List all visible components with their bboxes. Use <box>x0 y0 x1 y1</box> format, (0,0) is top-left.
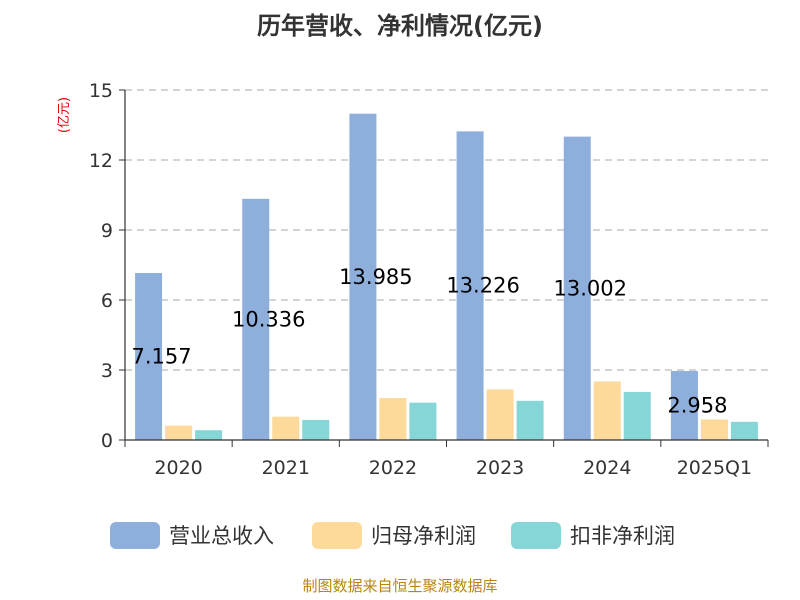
y-tick-label: 15 <box>89 80 113 102</box>
bar-revenue <box>563 136 591 440</box>
x-tick-label: 2024 <box>583 457 631 479</box>
source-note: 制图数据来自恒生聚源数据库 <box>302 577 497 595</box>
bar-revenue <box>670 370 698 440</box>
bar-net-profit <box>165 425 193 440</box>
bar-deducted-net-profit <box>409 402 437 440</box>
bar-revenue <box>456 131 484 441</box>
bars-layer <box>135 113 758 441</box>
bar-revenue <box>242 198 270 440</box>
y-axis-label: (亿元) <box>57 97 72 133</box>
y-tick-label: 12 <box>89 150 113 172</box>
x-tick-label: 2020 <box>154 457 202 479</box>
bar-revenue <box>349 113 377 440</box>
bar-net-profit <box>700 419 728 440</box>
y-tick-label: 9 <box>101 220 113 242</box>
data-labels-layer: 7.157 10.336 13.985 13.226 13.002 2.958 <box>132 265 728 418</box>
legend-swatch <box>511 522 561 549</box>
legend-label: 归母净利润 <box>371 524 476 548</box>
bar-deducted-net-profit <box>195 430 223 440</box>
bar-net-profit <box>593 381 621 440</box>
data-label: 10.336 <box>232 307 305 331</box>
bar-revenue <box>135 273 163 440</box>
data-label: 7.157 <box>132 345 192 369</box>
x-tick-label: 2022 <box>369 457 417 479</box>
legend-swatch <box>312 522 362 549</box>
bar-deducted-net-profit <box>623 391 651 440</box>
legend-label: 扣非净利润 <box>570 524 675 548</box>
axis-layer: 0 3 6 9 12 15 2020 2021 2022 2023 2024 2025Q1 <box>89 80 769 479</box>
data-label: 13.985 <box>339 265 412 289</box>
data-label: 13.226 <box>446 274 519 298</box>
chart-title: 历年营收、净利情况(亿元) <box>257 12 543 40</box>
bar-net-profit <box>379 398 407 440</box>
legend-swatch <box>110 522 160 549</box>
bar-deducted-net-profit <box>730 421 758 440</box>
x-tick-label: 2021 <box>262 457 310 479</box>
bar-net-profit <box>272 416 300 440</box>
y-tick-label: 0 <box>101 430 113 452</box>
bar-deducted-net-profit <box>302 419 330 440</box>
bar-deducted-net-profit <box>516 400 544 440</box>
bar-net-profit <box>486 389 514 440</box>
data-label: 2.958 <box>667 393 727 417</box>
x-tick-label: 2023 <box>476 457 524 479</box>
y-tick-label: 3 <box>101 360 113 382</box>
y-tick-label: 6 <box>101 290 113 312</box>
legend: 营业总收入 归母净利润 扣非净利润 <box>110 522 675 549</box>
grid-layer <box>125 89 768 371</box>
x-tick-label: 2025Q1 <box>677 457 752 479</box>
legend-label: 营业总收入 <box>169 524 274 548</box>
data-label: 13.002 <box>554 276 627 300</box>
